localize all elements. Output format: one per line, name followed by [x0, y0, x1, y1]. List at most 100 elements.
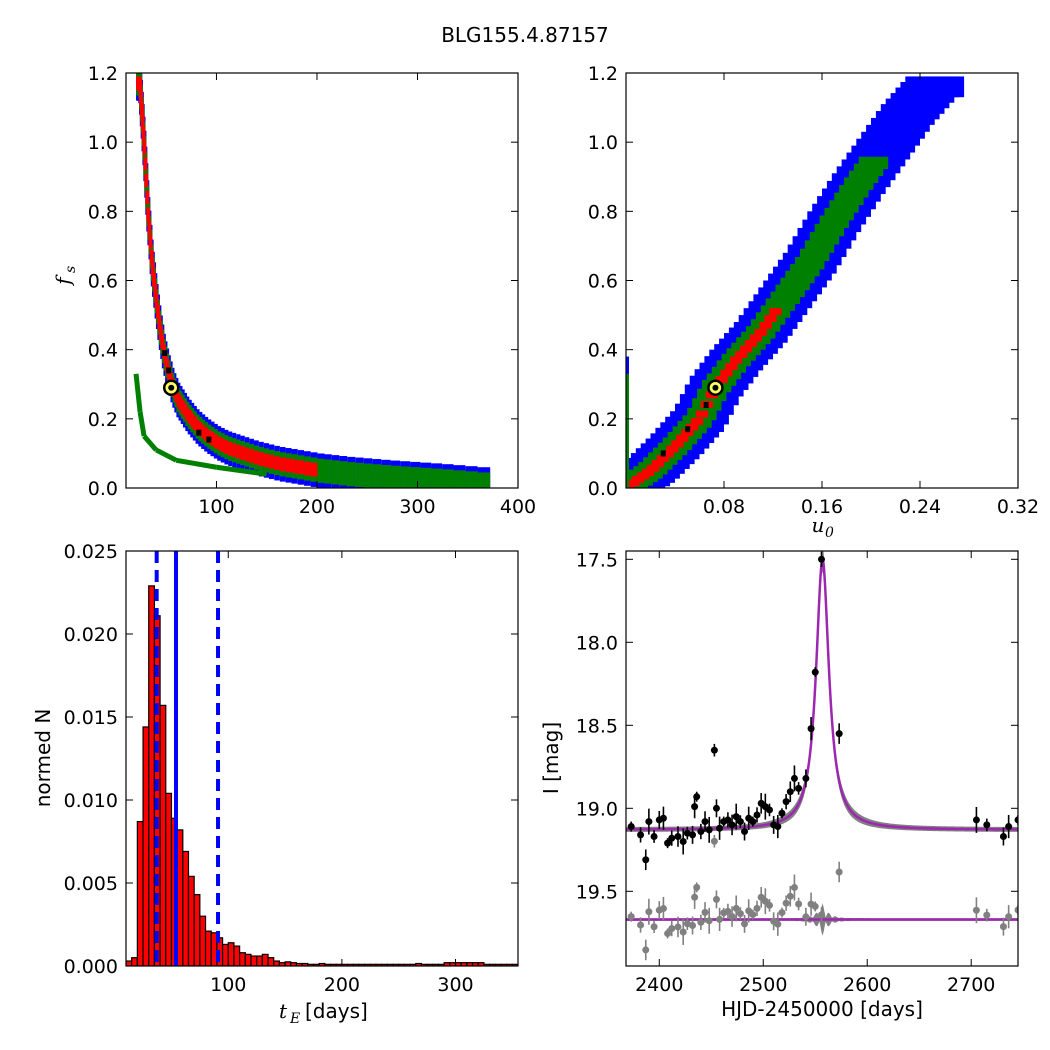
- posterior-cell: [244, 447, 250, 462]
- histogram-bar: [165, 792, 173, 966]
- posterior-cell: [190, 413, 195, 428]
- x-axis-label-main: t: [279, 999, 288, 1023]
- y-axis-label-text: normed N: [31, 709, 55, 808]
- posterior-cell: [274, 456, 280, 471]
- posterior-cell: [410, 467, 421, 488]
- posterior-branch: [216, 464, 268, 477]
- histogram-bar: [204, 930, 212, 966]
- data-point: [705, 826, 713, 834]
- posterior-cell: [157, 315, 162, 330]
- x-tick-label: 2400: [635, 974, 683, 996]
- posterior-cell: [686, 423, 699, 431]
- y-tick-label: 0.010: [64, 790, 118, 812]
- posterior-cell: [420, 467, 432, 488]
- data-point: [689, 831, 697, 839]
- plot-frame: [625, 550, 1019, 967]
- posterior-cell: [442, 469, 454, 488]
- data-point: [627, 823, 635, 831]
- y-tick-label: 0.6: [88, 271, 118, 293]
- residual-point: [668, 925, 676, 933]
- data-point: [795, 784, 803, 792]
- posterior-cell: [381, 464, 391, 488]
- posterior-cell: [641, 468, 655, 476]
- histogram-bar: [187, 875, 195, 966]
- posterior-cell: [720, 369, 733, 377]
- histogram-bar: [182, 850, 190, 966]
- residual-point: [716, 915, 724, 923]
- residual-point: [765, 901, 773, 909]
- posterior-cell: [174, 388, 179, 403]
- plot-area: [133, 73, 491, 488]
- posterior-cell: [390, 465, 401, 488]
- posterior-cell: [661, 450, 674, 458]
- residual-point: [712, 895, 720, 903]
- residual-point: [999, 923, 1007, 931]
- plot-area: [626, 76, 965, 488]
- plot-frame: [125, 550, 519, 967]
- data-point: [972, 816, 980, 824]
- posterior-cell: [310, 462, 318, 477]
- posterior-cell: [150, 262, 155, 277]
- posterior-cell: [730, 356, 743, 364]
- posterior-branch: [133, 373, 143, 413]
- posterior-cell: [139, 90, 144, 105]
- posterior-cell: [331, 460, 340, 485]
- data-point: [674, 833, 682, 841]
- residual-point: [679, 928, 687, 936]
- y-tick-label: 19.0: [576, 798, 618, 820]
- posterior-cell: [176, 393, 181, 407]
- posterior-cell: [180, 399, 185, 414]
- data-point: [691, 803, 699, 811]
- data-point: [1005, 823, 1013, 831]
- histogram-bar: [273, 960, 280, 966]
- histogram-bar: [193, 894, 201, 966]
- posterior-cell: [253, 450, 259, 465]
- posterior-cell: [297, 460, 305, 475]
- posterior-cell: [769, 308, 782, 316]
- histogram-bar: [199, 915, 207, 966]
- residual-point: [811, 902, 819, 910]
- y-axis-label-text: I [mag]: [539, 722, 563, 794]
- x-tick-label: 2600: [843, 974, 891, 996]
- x-tick-label: 0.16: [801, 496, 843, 518]
- residual-point: [650, 923, 658, 931]
- residual-point: [749, 911, 757, 919]
- posterior-cell: [224, 440, 229, 455]
- residual-point: [674, 923, 682, 931]
- posterior-cell: [372, 464, 382, 488]
- y-tick-label: 0.2: [588, 409, 618, 431]
- residual-point: [664, 929, 672, 937]
- histogram-bar: [267, 957, 275, 966]
- residual-point: [697, 918, 705, 926]
- data-point: [736, 818, 744, 826]
- posterior-cell: [143, 157, 148, 171]
- data-point: [817, 555, 825, 563]
- posterior-cell: [139, 102, 144, 117]
- posterior-cell: [735, 351, 748, 358]
- y-tick-label: 0.015: [64, 707, 118, 729]
- posterior-cell: [258, 452, 264, 467]
- mode-cell: [166, 367, 172, 374]
- x-tick-label: 300: [437, 974, 473, 996]
- data-point: [753, 811, 761, 819]
- posterior-cell: [453, 470, 466, 488]
- y-tick-label: 1.0: [588, 132, 618, 154]
- residual-point: [701, 908, 709, 916]
- posterior-cell: [232, 443, 237, 458]
- posterior-cell: [144, 173, 149, 188]
- posterior-cell: [140, 114, 145, 129]
- posterior-cell: [141, 127, 146, 141]
- y-tick-label: 0.020: [64, 624, 118, 646]
- histogram-bar: [233, 945, 241, 966]
- residual-point: [802, 913, 810, 921]
- posterior-branch: [155, 447, 178, 463]
- mode-cell: [206, 436, 212, 443]
- posterior-cell: [646, 464, 660, 472]
- posterior-cell: [744, 339, 758, 347]
- y-tick-label: 0.000: [64, 956, 118, 978]
- y-tick-label: 18.5: [576, 715, 618, 737]
- data-point: [778, 809, 786, 817]
- histogram-bar: [136, 820, 144, 966]
- residual-point: [817, 911, 825, 919]
